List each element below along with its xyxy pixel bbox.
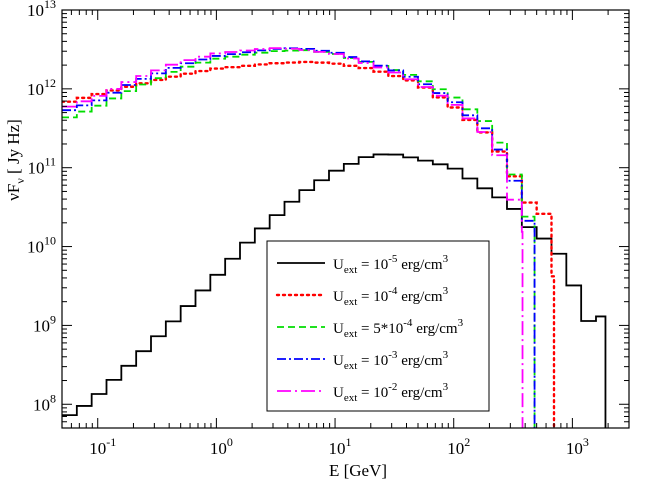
x-tick-label: 100 [210, 435, 233, 458]
legend-box [266, 240, 490, 412]
y-tick-label: 1013 [27, 0, 56, 20]
legend-label: Uext = 10-4 erg/cm3 [333, 285, 449, 308]
legend-label: Uext = 10-3 erg/cm3 [333, 349, 449, 372]
x-tick-label: 103 [566, 435, 589, 458]
x-tick-label: 101 [329, 435, 352, 458]
legend-label: Uext = 5*10-4 erg/cm3 [333, 317, 464, 340]
legend-entry-5: Uext = 10-2 erg/cm3 [277, 381, 449, 404]
tick-labels: 10-1 100 101 102 103 108 109 1010 1011 1012 1013 [27, 0, 589, 458]
y-axis-label: νFν [ Jy Hz] [4, 119, 27, 201]
legend-entry-1: Uext = 10-5 erg/cm3 [277, 253, 449, 276]
plot-frame [61, 9, 630, 429]
legend-entry-3: Uext = 5*10-4 erg/cm3 [277, 317, 464, 340]
x-tick-label: 102 [447, 435, 470, 458]
y-tick-label: 108 [33, 391, 56, 414]
ticks-layer [61, 9, 630, 429]
y-tick-label: 109 [33, 312, 56, 335]
series-layer [62, 47, 607, 428]
legend-label: Uext = 10-2 erg/cm3 [333, 381, 449, 404]
legend: Uext = 10-5 erg/cm3 Uext = 10-4 erg/cm3 Ue… [266, 240, 490, 412]
series-line-4 [62, 47, 536, 428]
y-tick-label: 1012 [27, 76, 56, 99]
legend-label: Uext = 10-5 erg/cm3 [333, 253, 449, 276]
y-axis-label-text: νFν [ Jy Hz] [4, 119, 27, 201]
legend-entry-2: Uext = 10-4 erg/cm3 [275, 285, 449, 308]
x-tick-label: 10-1 [89, 435, 116, 458]
series-line-5 [62, 47, 524, 428]
x-axis-label: E [GeV] [329, 461, 387, 480]
y-tick-label: 1011 [27, 155, 56, 178]
y-tick-label: 1010 [27, 234, 56, 257]
legend-entry-4: Uext = 10-3 erg/cm3 [277, 349, 449, 372]
